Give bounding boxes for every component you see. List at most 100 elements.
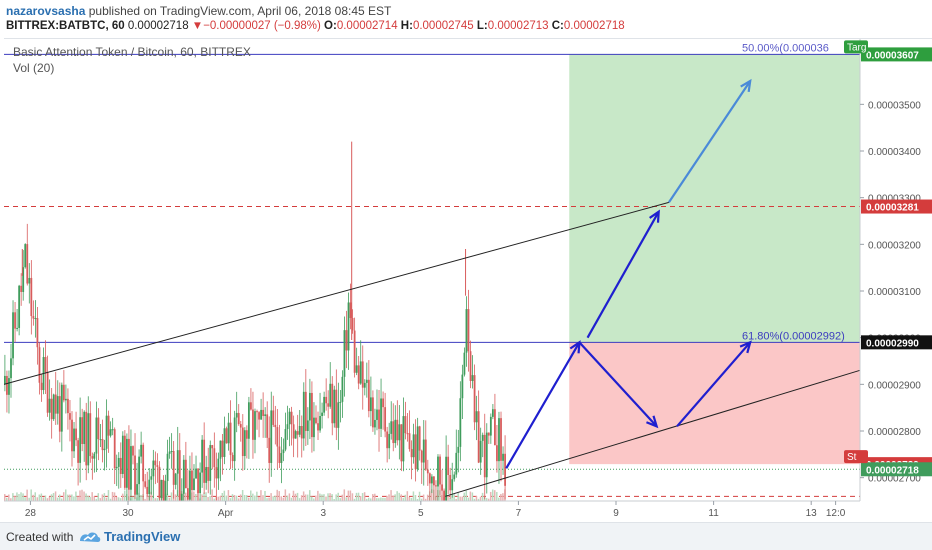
- candle-body: [250, 402, 252, 410]
- candle-body: [500, 418, 502, 461]
- candle-body: [441, 484, 443, 491]
- candle-body: [241, 427, 244, 457]
- volume-bar: [24, 497, 26, 501]
- candle-body: [48, 398, 51, 413]
- candle-body: [256, 411, 258, 413]
- volume-bar: [245, 495, 248, 501]
- candle-body: [140, 444, 143, 457]
- volume-bar: [156, 498, 158, 501]
- time-axis-bg: [4, 501, 932, 523]
- price-label-bg-1: [861, 199, 932, 214]
- volume-bar: [390, 490, 392, 501]
- volume-bar: [50, 494, 53, 501]
- tradingview-logo-icon[interactable]: [78, 529, 102, 545]
- candle-body: [361, 361, 364, 388]
- candle-body: [286, 424, 289, 430]
- candle-body: [26, 244, 29, 284]
- candle-body: [449, 475, 452, 491]
- candle-body: [156, 465, 159, 467]
- candle-body: [101, 439, 104, 451]
- price-axis-bg: [860, 39, 932, 523]
- volume-bar: [109, 498, 112, 501]
- volume-bar: [335, 494, 337, 501]
- candle-body: [105, 415, 108, 449]
- volume-bar: [394, 494, 396, 501]
- volume-bar: [479, 496, 482, 501]
- volume-bar: [313, 498, 315, 501]
- candle-body: [302, 391, 305, 439]
- candle-body: [264, 414, 267, 416]
- candle-body: [388, 433, 391, 449]
- volume-bar: [34, 492, 36, 501]
- volume-bar: [28, 497, 30, 501]
- volume-bar: [93, 496, 95, 501]
- candle-body: [219, 440, 222, 459]
- volume-bar: [380, 497, 382, 501]
- volume-bar: [268, 497, 270, 501]
- candle-body: [213, 448, 216, 468]
- candle-body: [300, 426, 303, 439]
- candle-body: [337, 402, 340, 428]
- volume-bar: [60, 498, 63, 501]
- candle-body: [479, 440, 482, 463]
- candle-body: [406, 433, 409, 435]
- candle-body: [306, 420, 309, 431]
- candle-body: [483, 434, 486, 478]
- candle-body: [475, 411, 478, 423]
- candle-body: [233, 417, 236, 462]
- projection-arrow-2: [676, 340, 752, 428]
- volume-bar: [81, 489, 83, 501]
- candle-body: [146, 486, 149, 495]
- candle-body: [323, 396, 326, 413]
- candle-body: [390, 421, 393, 434]
- candle-body: [315, 417, 317, 424]
- volume-bar: [327, 493, 329, 501]
- candle-body: [420, 450, 423, 463]
- created-with-label: Created with: [6, 530, 74, 544]
- candle-body: [433, 476, 435, 486]
- candle-body: [148, 479, 151, 495]
- candle-body: [278, 446, 281, 463]
- candle-body: [414, 434, 417, 470]
- candle-body: [87, 413, 90, 466]
- volume-bar: [18, 494, 20, 501]
- candle-body: [353, 330, 356, 373]
- y-tick-label: 0.00003100: [868, 287, 921, 298]
- volume-bar: [298, 498, 301, 501]
- candle-body: [79, 417, 82, 463]
- volume-bar: [398, 492, 400, 501]
- candle-body: [166, 453, 169, 482]
- volume-bar: [331, 494, 333, 501]
- candle-body: [211, 445, 214, 449]
- candle-body: [136, 484, 138, 495]
- arrow-head: [739, 340, 752, 354]
- candle-body: [144, 481, 147, 487]
- volume-bar: [343, 489, 346, 501]
- candle-body: [203, 439, 206, 483]
- chart-frame[interactable]: 50.00%(0.000036 61.80%(0.00002992) 0.00003…: [4, 38, 932, 523]
- volume-bar: [85, 493, 87, 501]
- last-price: 0.00002718: [127, 20, 189, 32]
- arrow-shaft: [505, 341, 581, 469]
- candle-body: [56, 396, 59, 414]
- price-label-0: 0.00003607: [866, 50, 919, 61]
- volume-bar: [209, 495, 211, 501]
- publish-line: nazarovsasha published on TradingView.co…: [6, 4, 391, 18]
- volume-bar: [12, 493, 14, 501]
- candle-body: [451, 479, 454, 491]
- volume-bar: [144, 498, 146, 501]
- author-link[interactable]: nazarovsasha: [6, 4, 86, 18]
- volume-bar: [258, 496, 260, 501]
- volume-bar: [48, 496, 51, 501]
- candle-body: [412, 434, 415, 458]
- tradingview-brand[interactable]: TradingView: [104, 529, 181, 544]
- volume-bar: [243, 494, 246, 501]
- volume-bar: [333, 498, 335, 501]
- candle-body: [410, 449, 413, 458]
- volume-bar: [339, 498, 341, 501]
- volume-bar: [219, 495, 222, 501]
- price-chart[interactable]: 50.00%(0.000036 61.80%(0.00002992) 0.00003…: [4, 39, 932, 523]
- volume-bar: [325, 496, 327, 501]
- volume-bar: [69, 494, 71, 501]
- candle-body: [294, 431, 297, 439]
